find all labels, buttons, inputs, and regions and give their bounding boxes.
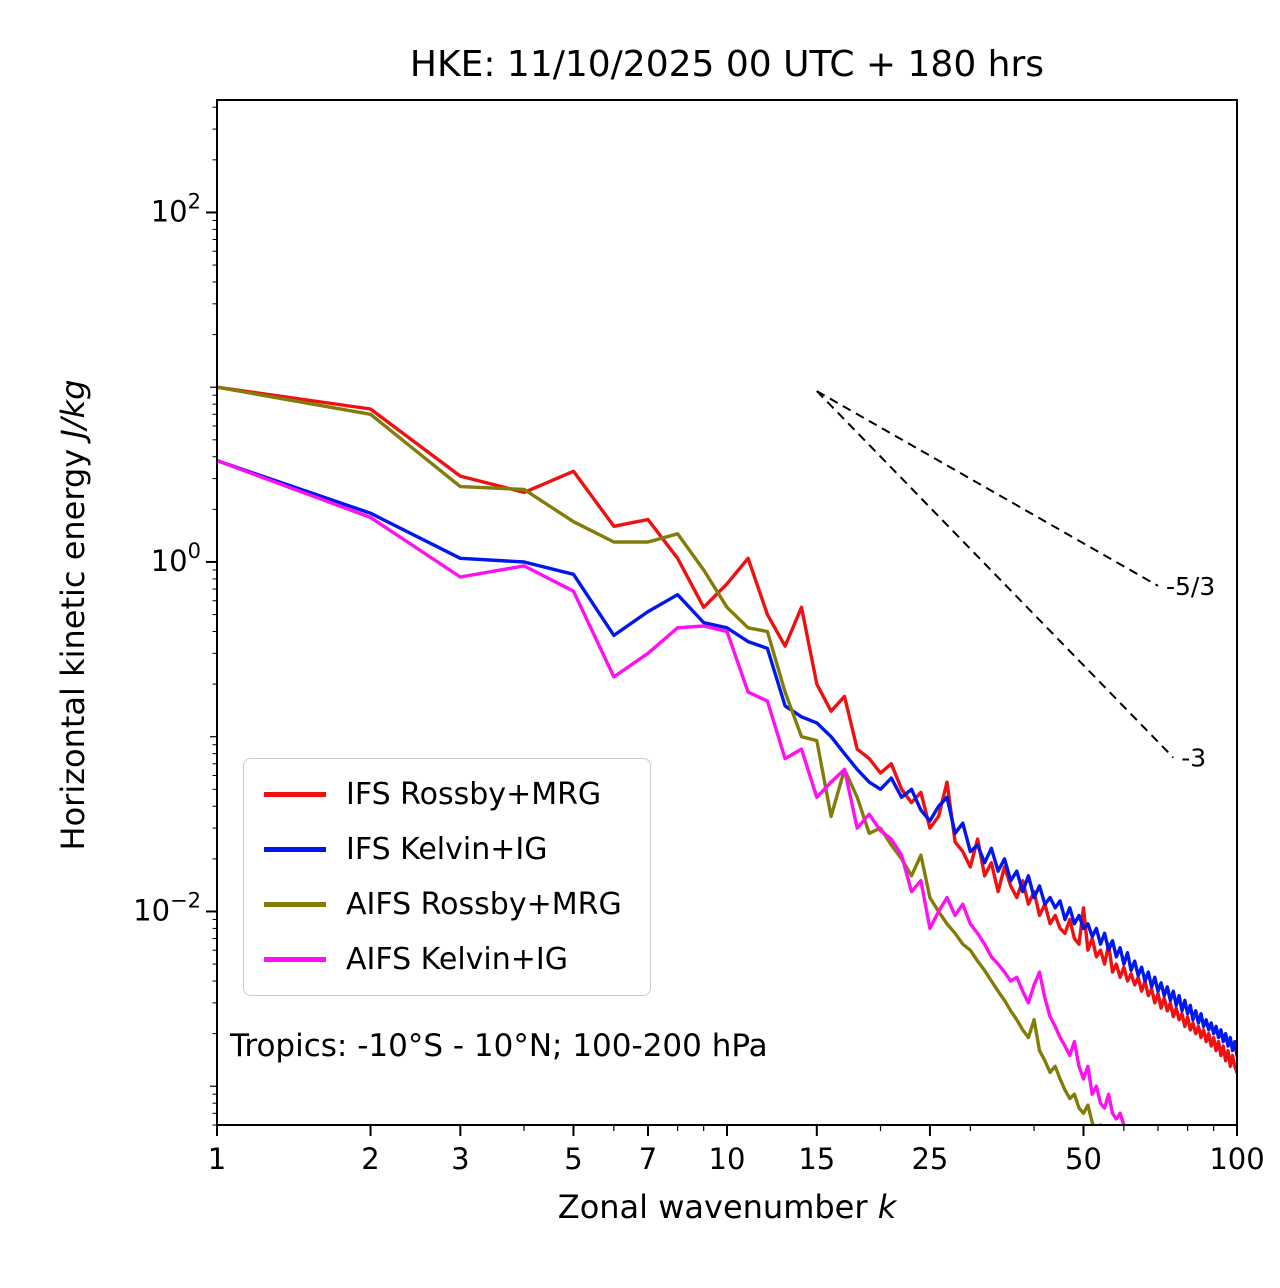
ref-line-label: -5/3	[1166, 572, 1215, 601]
x-axis-label: Zonal wavenumber k	[217, 1188, 1237, 1226]
y-tick-label: 10−2	[133, 888, 201, 927]
series-line-ifs-rossby-mrg	[217, 385, 1237, 1075]
x-axis-label-symbol: k	[877, 1188, 897, 1226]
legend-swatch-ifs-rossby-mrg	[264, 792, 326, 797]
legend-swatch-aifs-rossby-mrg	[264, 902, 326, 907]
y-axis: 102 100 10−2	[133, 106, 217, 1126]
x-tick-label: 1	[208, 1142, 226, 1176]
x-tick-label: 5	[564, 1142, 582, 1176]
legend-item: AIFS Kelvin+IG	[264, 942, 622, 977]
x-tick-label: 15	[798, 1142, 835, 1176]
series-line-ifs-kelvin-ig	[217, 458, 1237, 1058]
y-tick-label: 100	[151, 539, 201, 578]
y-axis-label-text: Horizontal kinetic energy	[54, 438, 92, 851]
annotation-region-text: Tropics: -10°S - 10°N; 100-200 hPa	[230, 1028, 768, 1064]
legend-label: IFS Rossby+MRG	[346, 777, 602, 812]
x-tick-label: 7	[639, 1142, 657, 1176]
series-line-aifs-rossby-mrg	[217, 385, 1103, 1125]
reference-slope-lines: -5/3 -3	[816, 390, 1215, 773]
ref-line--5-3	[816, 390, 1159, 587]
series-line-aifs-kelvin-ig	[217, 458, 1126, 1125]
y-tick-label: 102	[151, 189, 201, 228]
x-tick-label: 10	[709, 1142, 746, 1176]
legend-item: IFS Rossby+MRG	[264, 777, 622, 812]
ref-line--3	[816, 390, 1174, 759]
x-axis-label-text: Zonal wavenumber	[557, 1188, 878, 1226]
legend-swatch-ifs-kelvin-ig	[264, 847, 326, 852]
ref-line-label: -3	[1181, 744, 1206, 773]
legend-item: IFS Kelvin+IG	[264, 832, 622, 867]
y-axis-label-units: J/kg	[54, 379, 92, 439]
x-tick-label: 3	[451, 1142, 469, 1176]
x-tick-label: 50	[1065, 1142, 1102, 1176]
x-axis: 1 2 3 5 7 10 15 25 50 100	[208, 1125, 1265, 1176]
plot-title: HKE: 11/10/2025 00 UTC + 180 hrs	[409, 44, 1045, 85]
legend-swatch-aifs-kelvin-ig	[264, 957, 326, 962]
legend-label: AIFS Kelvin+IG	[346, 942, 568, 977]
y-axis-label: Horizontal kinetic energy J/kg	[54, 105, 92, 1125]
x-tick-label: 25	[911, 1142, 948, 1176]
series-lines	[217, 385, 1237, 1125]
x-tick-label: 100	[1209, 1142, 1264, 1176]
x-tick-label: 2	[361, 1142, 379, 1176]
legend-label: AIFS Rossby+MRG	[346, 887, 622, 922]
legend-label: IFS Kelvin+IG	[346, 832, 548, 867]
legend: IFS Rossby+MRG IFS Kelvin+IG AIFS Rossby…	[243, 758, 651, 996]
legend-item: AIFS Rossby+MRG	[264, 887, 622, 922]
